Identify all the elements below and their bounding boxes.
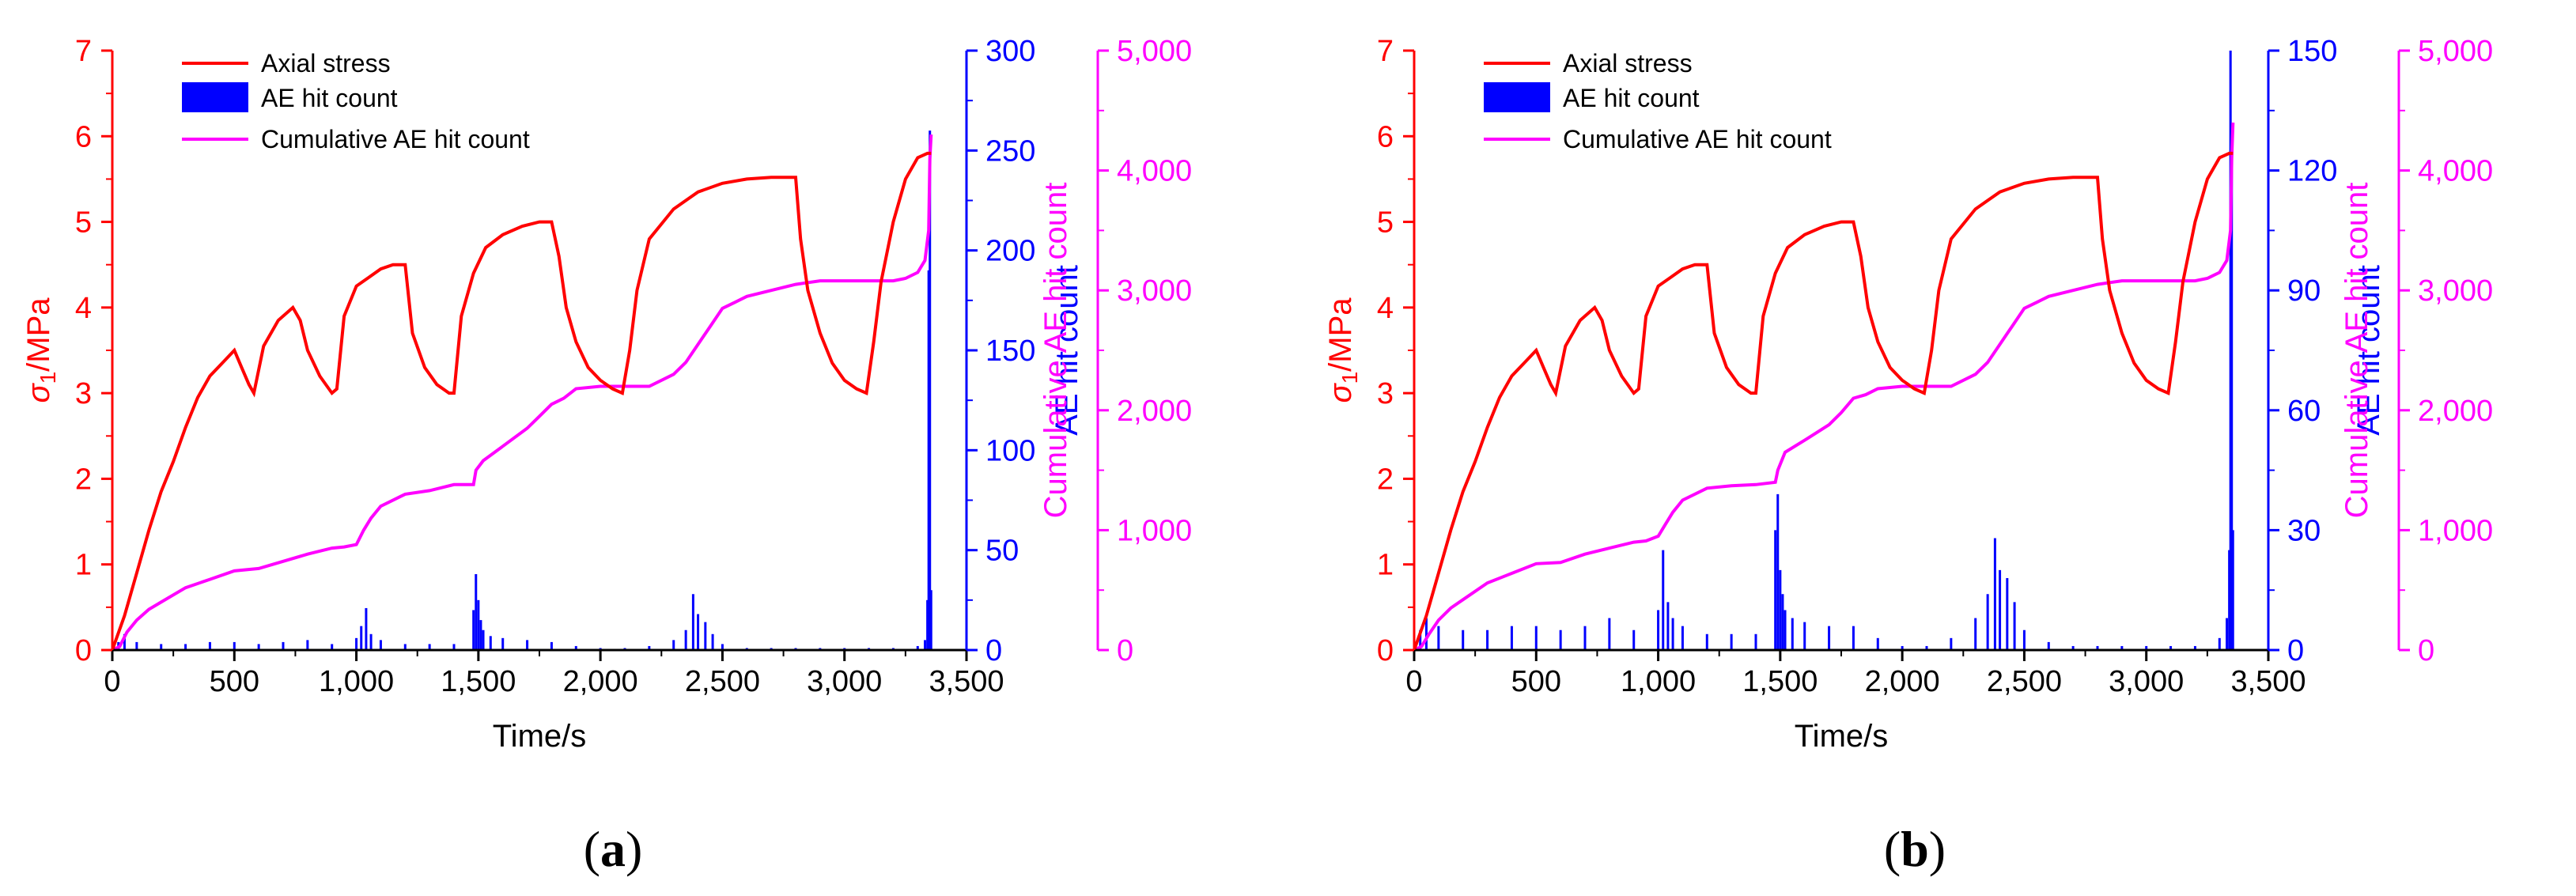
y3-tick-label: 1,000 bbox=[1117, 514, 1192, 547]
x-tick-label: 2,000 bbox=[563, 665, 638, 698]
y1-tick-label: 0 bbox=[75, 634, 92, 667]
y2-tick-label: 100 bbox=[985, 434, 1035, 467]
x-tick-label: 1,000 bbox=[319, 665, 394, 698]
legend-label-hits: AE hit count bbox=[261, 84, 398, 112]
x-tick-label: 2,500 bbox=[1987, 665, 2062, 698]
legend-label-cumulative: Cumulative AE hit count bbox=[1563, 125, 1832, 153]
y1-tick-label: 6 bbox=[75, 120, 92, 153]
x-tick-label: 3,000 bbox=[807, 665, 882, 698]
x-tick-label: 3,500 bbox=[929, 665, 1004, 698]
y2-tick-label: 150 bbox=[2287, 35, 2337, 68]
y1-axis-label: σ1/MPa bbox=[1323, 297, 1362, 403]
y1-tick-label: 1 bbox=[1377, 549, 1394, 582]
legend-swatch-hits bbox=[1484, 82, 1550, 112]
y2-axis-label: AE hit count bbox=[2351, 265, 2386, 436]
x-tick-label: 1,500 bbox=[441, 665, 516, 698]
y3-tick-label: 0 bbox=[1117, 634, 1133, 667]
legend-label-stress: Axial stress bbox=[1563, 49, 1693, 78]
chart-panel-b: 0 500 1,000 1,500 2,000 2,500 3,000 3,500Time/s… bbox=[1323, 35, 2493, 877]
y1-label-symbol: σ bbox=[1323, 383, 1358, 403]
y1-label-symbol: σ bbox=[21, 383, 56, 403]
axial-stress-line bbox=[1413, 151, 2234, 651]
y2-tick-label: 30 bbox=[2287, 514, 2321, 547]
y1-tick-label: 3 bbox=[1377, 377, 1394, 410]
y1-tick-label: 6 bbox=[1377, 120, 1394, 153]
x-tick-label: 3,500 bbox=[2230, 665, 2306, 698]
cumulative-ae-line bbox=[112, 134, 933, 652]
y1-tick-label: 4 bbox=[75, 292, 92, 325]
panel-label-part: ) bbox=[626, 821, 642, 877]
y2-tick-label: 60 bbox=[2287, 395, 2321, 428]
y2-axis-label: AE hit count bbox=[1050, 265, 1084, 436]
y2-tick-label: 150 bbox=[985, 335, 1035, 368]
y3-tick-label: 4,000 bbox=[2418, 155, 2493, 188]
x-tick-label: 0 bbox=[1405, 665, 1422, 698]
y3-tick-label: 2,000 bbox=[2418, 395, 2493, 428]
panel-label: (a) bbox=[584, 821, 643, 877]
y2-tick-label: 200 bbox=[985, 235, 1035, 268]
y1-tick-label: 7 bbox=[1377, 35, 1394, 68]
y1-label-unit: /MPa bbox=[21, 297, 56, 372]
y1-tick-label: 2 bbox=[1377, 463, 1394, 496]
y3-axis-label: Cumulative AE hit count bbox=[2340, 183, 2374, 519]
x-tick-label: 1,000 bbox=[1621, 665, 1696, 698]
x-axis-label: Time/s bbox=[1795, 719, 1889, 754]
y3-tick-label: 3,000 bbox=[1117, 274, 1192, 308]
y1-tick-label: 0 bbox=[1377, 634, 1394, 667]
panel-label-part: ( bbox=[1884, 821, 1901, 877]
y2-tick-label: 90 bbox=[2287, 274, 2321, 308]
chart-panel-a: 0 500 1,000 1,500 2,000 2,500 3,000 3,500Time/s… bbox=[21, 35, 1192, 877]
x-tick-label: 500 bbox=[210, 665, 259, 698]
y3-axis-label: Cumulative AE hit count bbox=[1038, 183, 1073, 519]
y1-tick-label: 3 bbox=[75, 377, 92, 410]
y2-tick-label: 300 bbox=[985, 35, 1035, 68]
y3-tick-label: 3,000 bbox=[2418, 274, 2493, 308]
y1-label-subscript: 1 bbox=[36, 372, 60, 384]
legend-label-hits: AE hit count bbox=[1563, 84, 1700, 112]
x-tick-label: 500 bbox=[1511, 665, 1561, 698]
panel-label-part: ) bbox=[1929, 821, 1946, 877]
y1-label-unit: /MPa bbox=[1323, 297, 1358, 372]
y1-tick-label: 5 bbox=[1377, 206, 1394, 240]
y1-tick-label: 2 bbox=[75, 463, 92, 496]
y2-tick-label: 50 bbox=[985, 535, 1019, 568]
legend-label-cumulative: Cumulative AE hit count bbox=[261, 125, 530, 153]
x-tick-label: 0 bbox=[104, 665, 120, 698]
y3-tick-label: 1,000 bbox=[2418, 514, 2493, 547]
panel-label-part: ( bbox=[584, 821, 600, 877]
y3-tick-label: 5,000 bbox=[1117, 35, 1192, 68]
y1-tick-label: 4 bbox=[1377, 292, 1394, 325]
axial-stress-line bbox=[111, 151, 932, 651]
panel-label: (b) bbox=[1884, 821, 1946, 877]
x-tick-label: 2,500 bbox=[685, 665, 760, 698]
y2-tick-label: 0 bbox=[2287, 634, 2304, 667]
y3-tick-label: 5,000 bbox=[2418, 35, 2493, 68]
y2-tick-label: 250 bbox=[985, 134, 1035, 168]
y1-axis-label: σ1/MPa bbox=[21, 297, 60, 403]
y1-tick-label: 5 bbox=[75, 206, 92, 240]
x-axis-label: Time/s bbox=[493, 719, 587, 754]
panel-label-part: b bbox=[1901, 821, 1929, 877]
legend-label-stress: Axial stress bbox=[261, 49, 391, 78]
y3-tick-label: 4,000 bbox=[1117, 155, 1192, 188]
y3-tick-label: 0 bbox=[2418, 634, 2434, 667]
y1-label-subscript: 1 bbox=[1337, 372, 1362, 384]
legend-swatch-hits bbox=[182, 82, 248, 112]
y1-tick-label: 1 bbox=[75, 549, 92, 582]
x-tick-label: 1,500 bbox=[1742, 665, 1818, 698]
y2-tick-label: 0 bbox=[985, 634, 1002, 667]
y3-tick-label: 2,000 bbox=[1117, 395, 1192, 428]
panel-label-part: a bbox=[600, 821, 626, 877]
y2-tick-label: 120 bbox=[2287, 155, 2337, 188]
y1-tick-label: 7 bbox=[75, 35, 92, 68]
x-tick-label: 2,000 bbox=[1865, 665, 1940, 698]
x-tick-label: 3,000 bbox=[2109, 665, 2184, 698]
cumulative-ae-line bbox=[1413, 122, 2235, 652]
